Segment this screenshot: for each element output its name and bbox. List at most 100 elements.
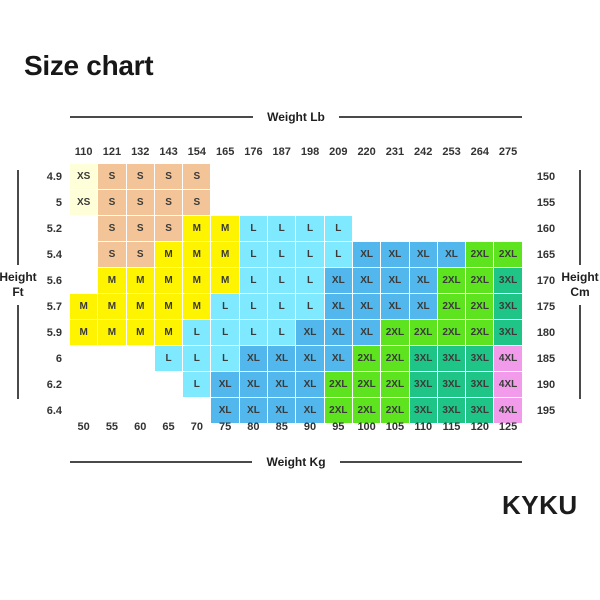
empty-cell (381, 190, 408, 215)
size-cell: M (126, 294, 154, 319)
size-cell: M (126, 320, 154, 345)
size-cell: M (98, 268, 126, 293)
size-cell: 2XL (466, 294, 494, 319)
empty-cell (410, 190, 437, 215)
size-cell: L (268, 294, 296, 319)
size-cell: S (126, 216, 154, 241)
size-cell: M (126, 268, 154, 293)
height-ft-tick: 5.7 (46, 300, 62, 313)
size-cell: 2XL (381, 372, 409, 397)
size-cell: L (154, 346, 183, 371)
empty-cell (127, 346, 154, 371)
empty-cell (70, 398, 97, 423)
size-cell: M (70, 294, 98, 319)
size-cell: S (154, 164, 183, 189)
size-cell: M (183, 294, 211, 319)
empty-cell (466, 216, 493, 241)
size-cell: 2XL (324, 372, 352, 397)
size-cell: M (98, 294, 126, 319)
height-ft-tick: 6 (55, 352, 62, 365)
height-ft-axis: Height Ft (0, 170, 38, 399)
size-cell: XL (352, 268, 381, 293)
size-cell: 3XL (494, 268, 522, 293)
size-cell: XL (381, 294, 409, 319)
size-cell: L (211, 320, 239, 345)
size-cell: XL (239, 372, 268, 397)
height-cm-tick: 180 (536, 326, 556, 339)
size-cell: L (183, 346, 211, 371)
empty-cell (466, 164, 493, 189)
size-cell: 2XL (494, 242, 522, 267)
size-cell: S (126, 190, 154, 215)
empty-cell (211, 164, 238, 189)
size-cell: XL (239, 398, 268, 423)
size-cell: M (183, 216, 211, 241)
size-cell: XL (296, 320, 324, 345)
weight-lb-axis: Weight Lb (70, 110, 522, 124)
size-cell: 2XL (437, 320, 466, 345)
weight-lb-tick: 198 (300, 146, 320, 158)
empty-cell (98, 398, 125, 423)
weight-lb-tick: 110 (74, 146, 93, 158)
size-cell: XL (409, 242, 437, 267)
weight-kg-tick: 50 (77, 421, 90, 433)
weight-kg-tick: 85 (275, 421, 288, 433)
size-cell: M (70, 320, 98, 345)
size-cell: S (98, 216, 126, 241)
height-ft-scale: 4.9 5 5.2 5.4 5.6 5.7 5.9 6 6.2 6.4 (34, 164, 62, 423)
weight-lb-tick: 143 (159, 146, 178, 158)
size-cell: L (268, 216, 296, 241)
size-cell: XL (324, 268, 352, 293)
height-cm-tick: 170 (536, 274, 556, 287)
axis-line (70, 461, 253, 463)
size-cell: S (183, 190, 211, 215)
weight-lb-tick: 231 (385, 146, 405, 158)
height-cm-axis: Height Cm (560, 170, 600, 399)
size-cell: M (154, 242, 183, 267)
size-cell: L (296, 294, 324, 319)
empty-cell (211, 190, 238, 215)
empty-cell (410, 216, 437, 241)
size-cell: M (211, 268, 239, 293)
empty-cell (98, 372, 125, 397)
size-cell: 4XL (494, 372, 522, 397)
size-cell: 3XL (409, 346, 437, 371)
weight-kg-tick: 105 (385, 421, 405, 433)
size-cell: XL (268, 346, 296, 371)
weight-lb-scale: 110 121 132 143 154 165 176 187 198 209 220 231 242 2… (70, 146, 522, 158)
empty-cell (410, 164, 437, 189)
size-cell: L (239, 294, 268, 319)
weight-lb-tick: 187 (272, 146, 291, 158)
size-cell: 3XL (437, 372, 466, 397)
size-cell: 3XL (466, 346, 494, 371)
empty-cell (70, 216, 97, 241)
empty-cell (438, 164, 465, 189)
height-cm-tick: 160 (536, 222, 556, 235)
size-cell: L (268, 242, 296, 267)
weight-lb-tick: 176 (244, 146, 263, 158)
empty-cell (155, 372, 182, 397)
size-cell: 4XL (494, 398, 522, 423)
size-cell: S (98, 164, 126, 189)
size-cell: S (126, 242, 154, 267)
size-cell: XL (324, 320, 352, 345)
size-cell: M (211, 242, 239, 267)
weight-lb-tick: 209 (329, 146, 348, 158)
size-cell: XL (409, 268, 437, 293)
size-cell: L (296, 268, 324, 293)
weight-kg-scale: 50 55 60 65 70 75 80 85 90 95 100 105 110 115 120 125 (70, 421, 522, 433)
size-cell: 2XL (466, 320, 494, 345)
empty-cell (325, 190, 352, 215)
size-cell: 3XL (494, 320, 522, 345)
size-cell: M (154, 268, 183, 293)
empty-cell (240, 190, 267, 215)
weight-lb-tick: 220 (357, 146, 376, 158)
weight-kg-axis: Weight Kg (70, 455, 523, 469)
size-cell: L (324, 216, 352, 241)
height-cm-tick: 155 (536, 196, 556, 209)
size-cell: XL (296, 346, 324, 371)
size-cell: XL (296, 398, 324, 423)
weight-kg-tick: 110 (414, 421, 433, 433)
height-ft-tick: 6.2 (46, 378, 62, 391)
